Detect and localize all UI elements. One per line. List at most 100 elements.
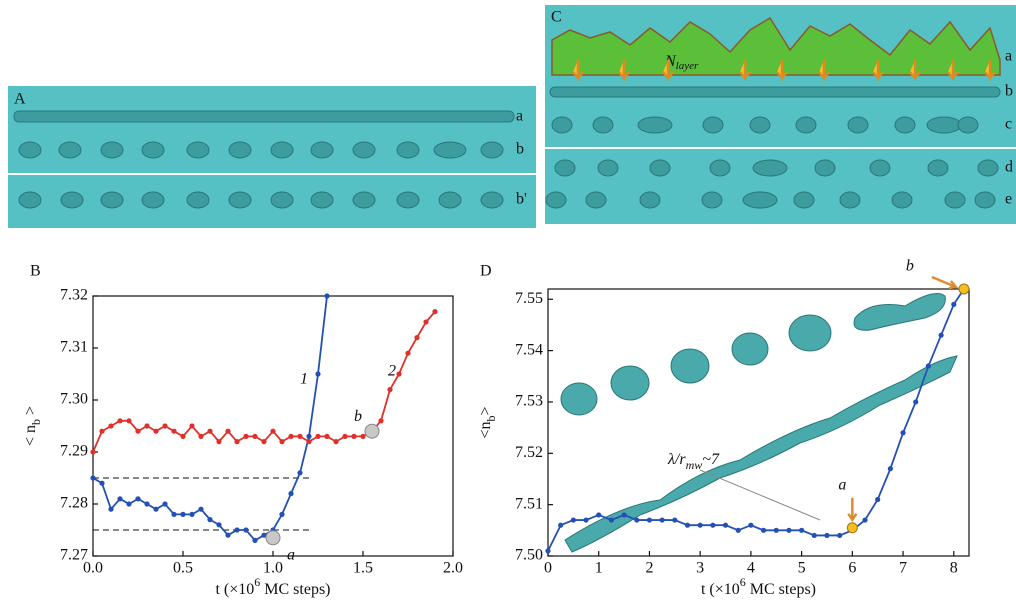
data-point (596, 512, 602, 518)
data-point (243, 433, 249, 439)
data-point (558, 522, 564, 528)
x-axis-label-end: MC steps) (746, 581, 816, 598)
annotation-point (958, 283, 970, 295)
chart-d-decor (560, 293, 958, 553)
data-point (90, 475, 96, 481)
droplet (788, 314, 832, 352)
data-point (659, 517, 665, 523)
data-point (189, 511, 195, 517)
droplet (793, 191, 815, 209)
droplet (944, 191, 966, 209)
arrow (984, 60, 996, 82)
data-point (216, 439, 222, 445)
droplet (869, 159, 891, 177)
droplet (974, 191, 996, 209)
y-axis-label-sub: b (29, 419, 43, 425)
data-point (423, 319, 429, 325)
annotation-label: b (354, 408, 362, 425)
data-point (180, 511, 186, 517)
data-point (144, 501, 150, 507)
x-axis-label-end: MC steps) (260, 581, 330, 598)
arrow (909, 60, 921, 82)
y-axis-label-end: > (477, 406, 494, 415)
data-point (748, 522, 754, 528)
arrow (618, 60, 630, 82)
data-point (315, 433, 321, 439)
x-tick-label: 2 (645, 560, 653, 577)
arrow (872, 60, 884, 82)
data-point (198, 506, 204, 512)
data-point (99, 480, 105, 486)
data-point (99, 428, 105, 434)
y-tick-label: 7.50 (515, 547, 543, 564)
droplet (18, 191, 42, 209)
y-tick-label: 7.30 (60, 391, 88, 408)
droplet (352, 141, 376, 159)
panel-label: D (480, 263, 492, 280)
y-axis-label-text: <n (477, 422, 494, 439)
droplet (352, 191, 376, 209)
arrow (931, 275, 959, 290)
data-point (225, 428, 231, 434)
data-point (135, 428, 141, 434)
data-point (875, 496, 881, 503)
data-point (634, 517, 640, 523)
data-point (824, 532, 830, 539)
droplet (891, 191, 913, 209)
data-point (279, 439, 285, 445)
data-point (252, 433, 258, 439)
data-point (162, 501, 168, 507)
x-tick-label: 7 (899, 560, 907, 577)
y-axis-label: < nb > (22, 406, 43, 446)
droplet (585, 191, 607, 209)
annotation-point (265, 530, 281, 546)
data-point (621, 512, 627, 518)
droplet (60, 191, 84, 209)
row-label: d (1005, 159, 1013, 176)
data-point (710, 522, 716, 528)
y-tick-label: 7.53 (515, 393, 543, 410)
filament (549, 86, 1001, 98)
data-point (773, 527, 779, 533)
x-tick-label: 0 (544, 560, 552, 577)
x-axis-label: t (×106 MC steps) (215, 575, 330, 598)
droplet (795, 116, 817, 134)
y-axis-label: <nb> (477, 406, 498, 438)
data-point (324, 293, 330, 299)
droplet (18, 141, 42, 159)
data-point (351, 433, 357, 439)
droplet (141, 191, 165, 209)
droplet (709, 159, 731, 177)
data-point (938, 332, 944, 338)
data-point (811, 532, 817, 539)
row-label: b (516, 141, 524, 158)
droplet (977, 159, 999, 177)
data-point (279, 511, 285, 517)
data-point (297, 433, 303, 439)
data-point (324, 433, 330, 439)
droplet (637, 116, 673, 134)
droplet (847, 116, 869, 134)
annotation-label: b (906, 258, 914, 275)
annotation-label: a (287, 546, 295, 563)
wavelength-note: λ/rmw~7 (667, 451, 720, 472)
x-tick-label: 4 (747, 560, 755, 577)
data-point (207, 517, 213, 523)
row-label: b' (516, 191, 527, 208)
x-tick-label: 1.0 (263, 560, 283, 577)
arrow (818, 60, 830, 82)
droplet (545, 191, 567, 209)
droplet (927, 159, 949, 177)
data-point (288, 433, 294, 439)
y-axis-label-text: < n (22, 425, 39, 446)
data-point (252, 537, 258, 544)
droplet (560, 382, 598, 416)
data-point (722, 522, 729, 528)
droplet (186, 141, 210, 159)
data-point (153, 506, 159, 512)
droplet (554, 159, 576, 177)
arrow (947, 60, 959, 82)
data-point (108, 423, 114, 429)
data-point (180, 433, 186, 439)
x-tick-label: 5 (798, 560, 806, 577)
